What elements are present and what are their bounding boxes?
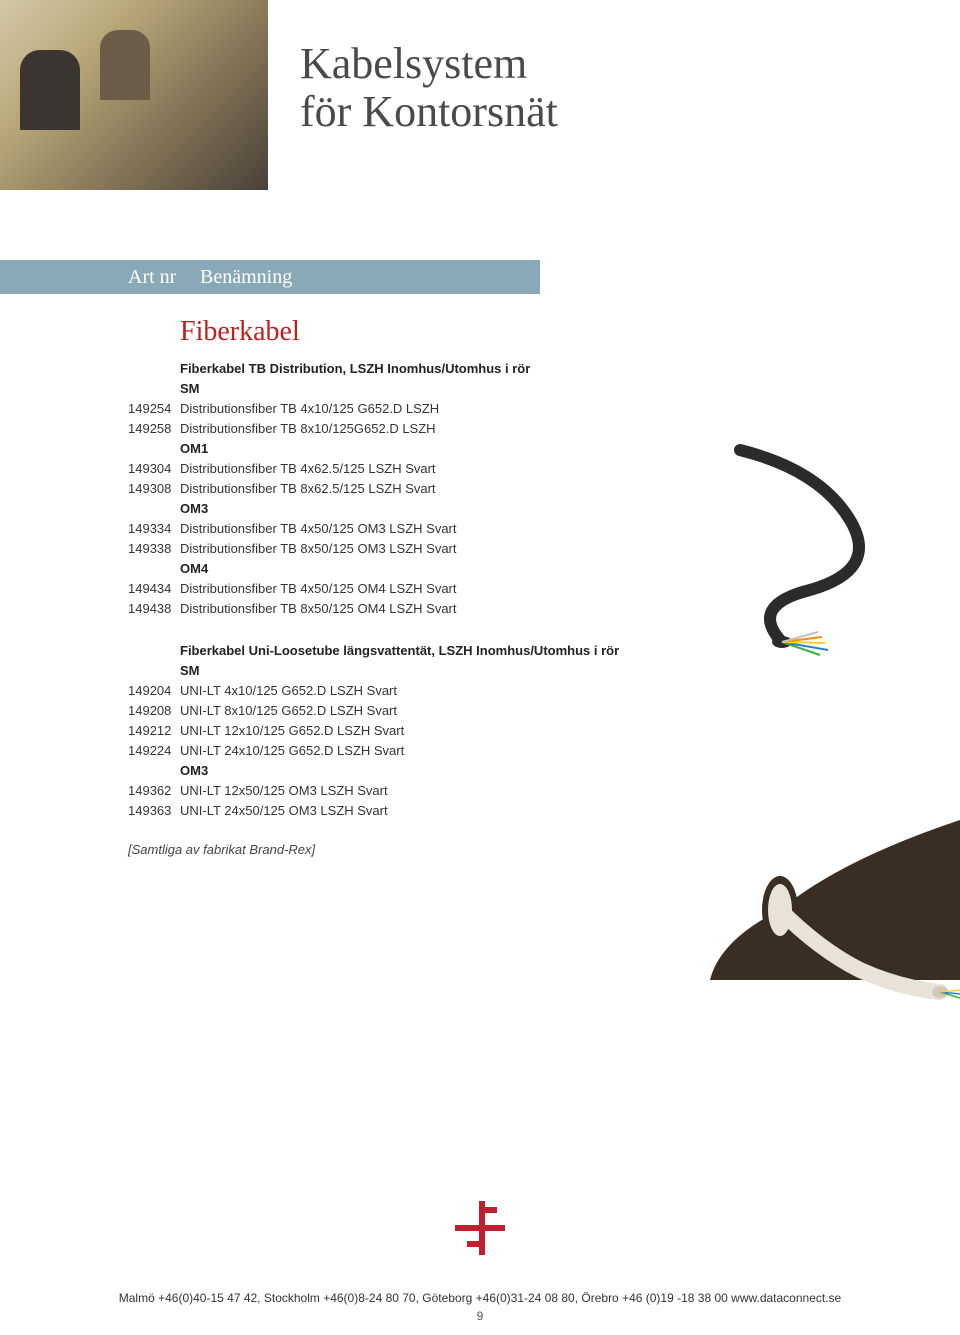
block-label: OM3 — [180, 498, 680, 518]
table-row: 149258Distributionsfiber TB 8x10/125G652… — [128, 418, 680, 438]
title-line-1: Kabelsystem — [300, 39, 527, 88]
group2-heading: Fiberkabel Uni-Loosetube längsvattentät,… — [180, 640, 680, 660]
table-row: 149254Distributionsfiber TB 4x10/125 G65… — [128, 398, 680, 418]
col-header-name: Benämning — [200, 266, 292, 289]
listing-group-1: Fiberkabel TB Distribution, LSZH Inomhus… — [128, 358, 680, 618]
table-row: 149212UNI-LT 12x10/125 G652.D LSZH Svart — [128, 720, 680, 740]
table-row: 149438Distributionsfiber TB 8x50/125 OM4… — [128, 598, 680, 618]
table-row: 149224UNI-LT 24x10/125 G652.D LSZH Svart — [128, 740, 680, 760]
hero-photo — [0, 0, 268, 190]
fiber-heading: Fiberkabel — [180, 316, 848, 348]
cable-illustration-2 — [660, 820, 960, 1000]
table-row: 149338Distributionsfiber TB 8x50/125 OM3… — [128, 538, 680, 558]
listing-group-2: Fiberkabel Uni-Loosetube längsvattentät,… — [128, 640, 680, 820]
block-label: SM — [180, 660, 680, 680]
block-label: OM3 — [180, 760, 680, 780]
block-label: OM4 — [180, 558, 680, 578]
table-row: 149308Distributionsfiber TB 8x62.5/125 L… — [128, 478, 680, 498]
table-row: 149334Distributionsfiber TB 4x50/125 OM3… — [128, 518, 680, 538]
table-row: 149362UNI-LT 12x50/125 OM3 LSZH Svart — [128, 780, 680, 800]
block-label: OM1 — [180, 438, 680, 458]
block-label: SM — [180, 378, 680, 398]
footer-contact: Malmö +46(0)40-15 47 42, Stockholm +46(0… — [0, 1291, 960, 1305]
col-header-artnr: Art nr — [128, 266, 200, 289]
cable-illustration-1 — [700, 440, 900, 660]
table-row: 149204UNI-LT 4x10/125 G652.D LSZH Svart — [128, 680, 680, 700]
column-header-bar: Art nr Benämning — [0, 260, 540, 294]
page-number: 9 — [0, 1309, 960, 1323]
group1-heading: Fiberkabel TB Distribution, LSZH Inomhus… — [180, 358, 680, 378]
table-row: 149304Distributionsfiber TB 4x62.5/125 L… — [128, 458, 680, 478]
title-line-2: för Kontorsnät — [300, 87, 558, 136]
dc-logo-icon — [455, 1201, 505, 1255]
page-title-block: Kabelsystem för Kontorsnät — [300, 40, 558, 137]
table-row: 149208UNI-LT 8x10/125 G652.D LSZH Svart — [128, 700, 680, 720]
table-row: 149434Distributionsfiber TB 4x50/125 OM4… — [128, 578, 680, 598]
table-row: 149363UNI-LT 24x50/125 OM3 LSZH Svart — [128, 800, 680, 820]
